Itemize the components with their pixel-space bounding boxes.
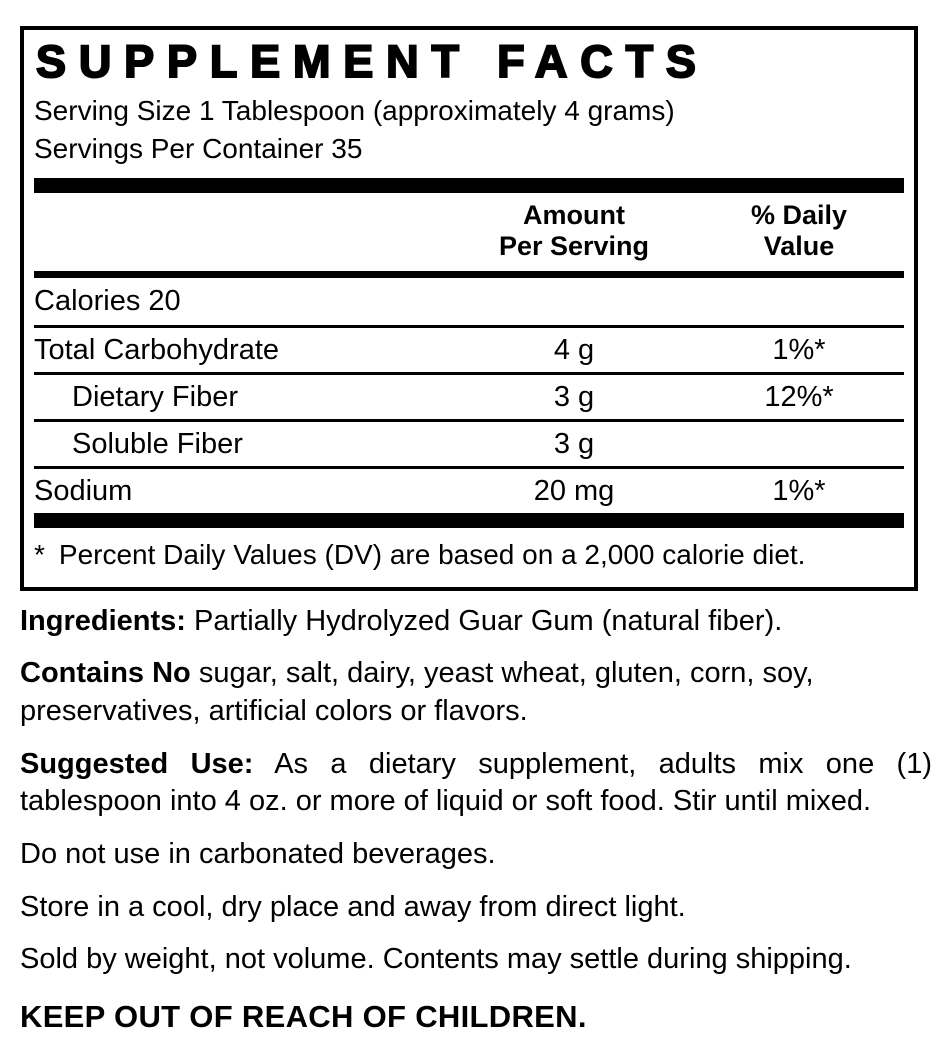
table-row-total-carbohydrate: Total Carbohydrate 4 g 1%*	[34, 325, 904, 372]
nutrient-name: Sodium	[34, 474, 133, 507]
contains-label: Contains No	[20, 657, 191, 690]
table-column-headers: Amount Per Serving % Daily Value	[34, 193, 904, 271]
nutrition-table: Calories 20 Total Carbohydrate 4 g 1%* D…	[34, 278, 904, 513]
table-row-dietary-fiber: Dietary Fiber 3 g 12%*	[34, 372, 904, 419]
column-header-amount-line1: Amount	[523, 200, 625, 231]
warning-text: KEEP OUT OF REACH OF CHILDREN.	[20, 999, 587, 1035]
column-header-dv-line2: Value	[763, 231, 835, 262]
nutrient-name: Dietary Fiber	[72, 380, 238, 413]
table-row-calories: Calories 20	[34, 278, 904, 325]
supplement-facts-panel: SUPPLEMENT FACTS Serving Size 1 Tablespo…	[20, 26, 918, 591]
nutrient-name: Calories 20	[34, 285, 181, 318]
carbonated-note: Do not use in carbonated beverages.	[20, 837, 496, 870]
nutrient-daily-value: 12%*	[764, 380, 834, 413]
daily-value-footnote: * Percent Daily Values (DV) are based on…	[34, 528, 904, 586]
nutrient-amount: 4 g	[553, 333, 595, 366]
nutrient-name: Soluble Fiber	[72, 427, 243, 460]
suggested-use-paragraph: Suggested Use: As a dietary supplement, …	[20, 746, 932, 821]
ingredients-label: Ingredients:	[20, 604, 186, 637]
footnote-text: Percent Daily Values (DV) are based on a…	[58, 539, 806, 571]
nutrient-name: Total Carbohydrate	[34, 333, 280, 366]
serving-size: Serving Size 1 Tablespoon (approximately…	[34, 95, 675, 126]
separator-bar-bottom	[34, 513, 904, 529]
column-header-amount: Amount Per Serving	[454, 200, 694, 262]
nutrient-daily-value: 1%*	[772, 474, 826, 507]
column-header-spacer	[34, 200, 454, 262]
panel-title: SUPPLEMENT FACTS	[35, 36, 709, 87]
suggested-use-label: Suggested Use:	[20, 747, 254, 780]
settling-note: Sold by weight, not volume. Contents may…	[20, 943, 852, 976]
column-header-dv-line1: % Daily	[750, 200, 848, 231]
ingredients-text: Partially Hydrolyzed Guar Gum (natural f…	[194, 604, 783, 637]
footnote-asterisk: *	[34, 539, 45, 571]
suggested-use-text: As a dietary supplement, adults mix one …	[20, 747, 932, 818]
label-information-section: Ingredients: Partially Hydrolyzed Guar G…	[20, 603, 932, 1038]
column-header-daily-value: % Daily Value	[694, 200, 904, 262]
nutrient-daily-value: 1%*	[772, 333, 826, 366]
separator-bar-top	[34, 178, 904, 194]
table-row-soluble-fiber: Soluble Fiber 3 g	[34, 419, 904, 466]
separator-bar-header	[34, 271, 904, 279]
column-header-amount-line2: Per Serving	[498, 231, 650, 262]
nutrient-amount: 3 g	[553, 380, 595, 413]
contains-paragraph: Contains No sugar, salt, dairy, yeast wh…	[20, 655, 932, 730]
nutrient-amount: 20 mg	[533, 474, 615, 507]
table-row-sodium: Sodium 20 mg 1%*	[34, 466, 904, 513]
storage-note: Store in a cool, dry place and away from…	[20, 890, 686, 923]
nutrient-amount: 3 g	[553, 427, 595, 460]
ingredients-paragraph: Ingredients: Partially Hydrolyzed Guar G…	[20, 603, 932, 641]
contains-text: sugar, salt, dairy, yeast wheat, gluten,…	[20, 657, 814, 727]
servings-per-container: Servings Per Container 35	[34, 132, 363, 164]
